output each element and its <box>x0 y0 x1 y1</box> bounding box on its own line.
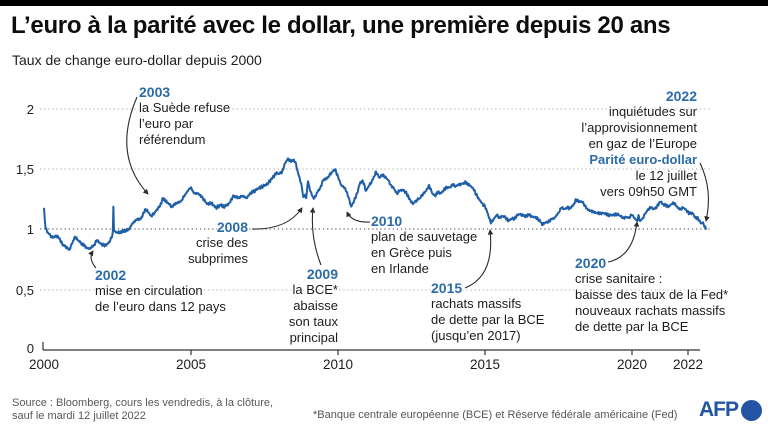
annotation-text: la Suède refuse l’euro par référendum <box>139 100 231 147</box>
afp-logo: AFP <box>699 398 762 422</box>
annotation-arrows <box>88 96 710 289</box>
page-title: L’euro à la parité avec le dollar, une p… <box>11 12 671 39</box>
annotation-2020: 2020 crise sanitaire : baisse des taux d… <box>575 255 728 335</box>
annotation-year: 2020 <box>575 255 607 271</box>
x-tick-2015: 2015 <box>469 357 501 372</box>
euro-dollar-line <box>43 157 708 251</box>
chart-subtitle: Taux de change euro-dollar depuis 2000 <box>12 52 262 68</box>
annotation-2010: 2010 plan de sauvetage en Grèce puis en … <box>371 213 477 277</box>
x-tick-2020: 2020 <box>616 357 648 372</box>
afp-circle-icon <box>741 399 762 421</box>
annotation-text: mise en circulation de l’euro dans 12 pa… <box>95 283 226 314</box>
annotation-year: 2002 <box>95 267 127 283</box>
arrow-2015 <box>464 229 494 289</box>
footnote: *Banque centrale européenne (BCE) et Rés… <box>313 409 678 421</box>
annotation-2022: 2022 inquiétudes sur l’approvisionnement… <box>581 88 697 200</box>
x-tick-2000: 2000 <box>28 357 60 372</box>
arrow-2008 <box>251 207 303 230</box>
annotation-year: 2008 <box>216 219 248 235</box>
annotation-year: 2003 <box>139 84 171 100</box>
annotation-2015: 2015 rachats massifs de dette par la BCE… <box>431 280 544 344</box>
annotation-2009: 2009 la BCE* abaisse son taux principal <box>289 266 338 346</box>
gridlines <box>40 108 712 291</box>
annotation-2003: 2003 la Suède refuse l’euro par référend… <box>139 84 230 148</box>
annotation-text: le 12 juillet vers 09h50 GMT <box>600 168 697 199</box>
parity-highlight-label: Parité euro-dollar <box>589 152 697 167</box>
annotation-year: 2015 <box>431 280 463 296</box>
y-tick-1-5: 1,5 <box>15 162 34 177</box>
annotation-2002: 2002 mise en circulation de l’euro dans … <box>95 267 226 315</box>
x-tick-2022: 2022 <box>672 357 704 372</box>
arrow-2022 <box>699 162 710 222</box>
annotation-text: crise des subprimes <box>188 235 248 266</box>
arrow-2009 <box>309 207 322 266</box>
annotation-text: crise sanitaire : baisse des taux de la … <box>575 271 729 334</box>
annotation-text: la BCE* abaisse son taux principal <box>288 282 338 345</box>
arrow-2010 <box>346 211 371 223</box>
top-divider-bar <box>0 0 768 6</box>
x-tick-2010: 2010 <box>322 357 354 372</box>
annotation-year: 2009 <box>306 266 338 282</box>
arrow-2002 <box>88 250 97 269</box>
annotation-year: 2010 <box>371 213 403 229</box>
y-tick-0: 0 <box>26 341 34 356</box>
y-tick-1: 1 <box>26 222 34 237</box>
x-axis <box>42 342 700 355</box>
annotation-text: inquiétudes sur l’approvisionnement en g… <box>581 104 697 151</box>
afp-logo-text: AFP <box>699 398 739 421</box>
source-note: Source : Bloomberg, cours les vendredis,… <box>12 397 274 422</box>
annotation-2008: 2008 crise des subprimes <box>188 219 248 267</box>
annotation-text: rachats massifs de dette par la BCE (jus… <box>431 296 545 343</box>
y-tick-2: 2 <box>26 102 34 117</box>
y-tick-0-5: 0,5 <box>15 283 34 298</box>
arrow-2003 <box>126 96 149 195</box>
x-tick-2005: 2005 <box>175 357 207 372</box>
annotation-text: plan de sauvetage en Grèce puis en Irlan… <box>371 229 478 276</box>
annotation-year: 2022 <box>665 88 697 104</box>
arrow-2020 <box>607 221 640 263</box>
